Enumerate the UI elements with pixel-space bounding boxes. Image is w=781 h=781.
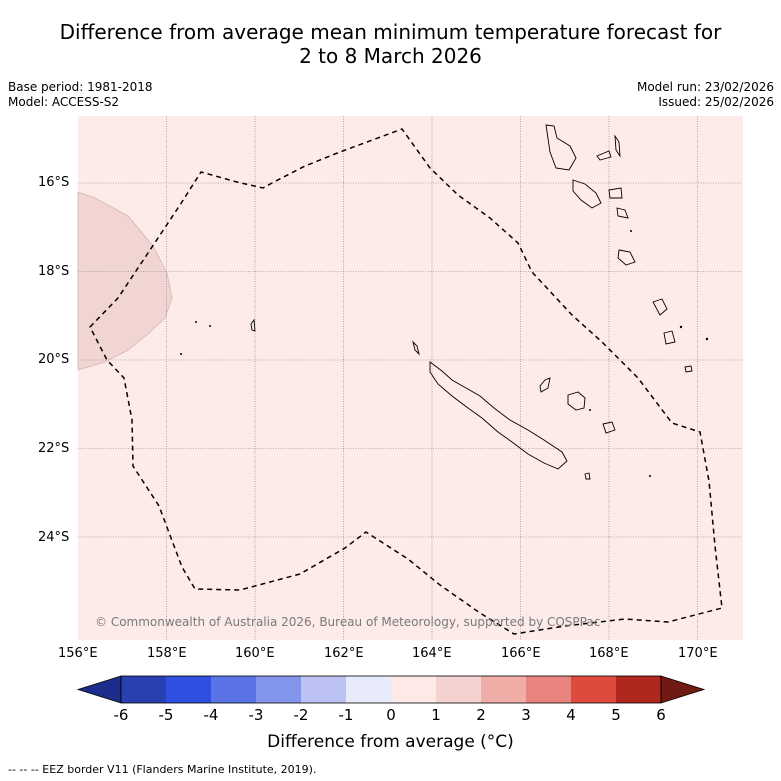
colorbar-bin: [436, 676, 481, 703]
vanuatu-efate: [617, 249, 636, 266]
colorbar-bin: [346, 676, 391, 703]
colorbar-tick-label: 3: [521, 706, 531, 724]
islet: [180, 353, 182, 355]
colorbar-tick-label: 5: [611, 706, 621, 724]
lon-label-160e: 160°E: [235, 646, 275, 661]
vanuatu-maewo: [614, 134, 621, 158]
chart-title-line1: Difference from average mean minimum tem…: [59, 20, 722, 44]
belep-island: [412, 340, 420, 356]
colorbar-bin: [211, 676, 256, 703]
isle-of-pines: [584, 472, 591, 480]
vanuatu-pentecost-ambrym: [608, 187, 623, 199]
meta-right: Model run: 23/02/2026 Issued: 25/02/2026: [637, 80, 774, 110]
loyalty-island-lifou: [567, 391, 586, 411]
colorbar-tick-label: -5: [158, 706, 174, 724]
vanuatu-espiritu-santo: [545, 124, 577, 171]
lon-label-162e: 162°E: [324, 646, 364, 661]
loyalty-island-ouvea: [539, 377, 551, 393]
colorbar-tick-label: 1: [431, 706, 441, 724]
vanuatu-aneityum: [684, 365, 693, 373]
islet: [209, 325, 211, 327]
lon-label-164e: 164°E: [412, 646, 452, 661]
colorbar-bin: [616, 676, 661, 703]
colorbar-extend-low: [76, 675, 122, 704]
loyalty-island-mare: [602, 421, 616, 434]
colorbar-frame: [120, 675, 662, 704]
coastlines: [250, 124, 693, 480]
lon-label-170e: 170°E: [678, 646, 718, 661]
new-caledonia-island: [429, 361, 568, 470]
lon-label-158e: 158°E: [147, 646, 187, 661]
colorbar-tick-label: 0: [386, 706, 396, 724]
lat-label-20s: 20°S: [38, 352, 70, 367]
islet: [589, 409, 591, 411]
islet: [679, 325, 683, 329]
colorbar-tick-label: 6: [656, 706, 666, 724]
issued-text: Issued: 25/02/2026: [658, 95, 774, 109]
islet: [649, 475, 651, 477]
colorbar-bin: [481, 676, 526, 703]
islet: [630, 230, 632, 232]
colorbar-tick-label: -3: [248, 706, 264, 724]
model-run-text: Model run: 23/02/2026: [636, 80, 774, 94]
islets: [180, 230, 709, 477]
colorbar-tick-label: 2: [476, 706, 486, 724]
colorbar-bin: [256, 676, 301, 703]
colorbar-bin: [301, 676, 346, 703]
lat-label-22s: 22°S: [38, 441, 70, 456]
islet: [195, 321, 197, 323]
colorbar-tick-label: -1: [338, 706, 354, 724]
colorbar-extend-high: [660, 675, 706, 704]
colorbar: [76, 675, 706, 704]
colorbar-title: Difference from average (°C): [267, 732, 514, 752]
lon-label-166e: 166°E: [501, 646, 541, 661]
meta-left: Base period: 1981-2018 Model: ACCESS-S2: [8, 80, 153, 110]
vanuatu-ambae: [596, 150, 612, 161]
lat-label-16s: 16°S: [38, 175, 70, 190]
lat-label-18s: 18°S: [38, 264, 70, 279]
lon-label-168e: 168°E: [589, 646, 629, 661]
colorbar-tick-label: -4: [203, 706, 219, 724]
vanuatu-malakula: [572, 179, 602, 209]
copyright-text: © Commonwealth of Australia 2026, Bureau…: [95, 615, 601, 629]
colorbar-bin: [121, 676, 166, 703]
islet: [705, 337, 709, 341]
colorbar-tick-label: -2: [293, 706, 309, 724]
vanuatu-tanna: [663, 330, 676, 345]
colorbar-tick-label: 4: [566, 706, 576, 724]
chesterfield-island: [250, 318, 256, 332]
graticule: [78, 116, 743, 640]
vanuatu-epi: [616, 207, 629, 219]
model-text: Model: ACCESS-S2: [8, 95, 120, 109]
colorbar-bin: [391, 676, 436, 703]
colorbar-bin: [166, 676, 211, 703]
colorbar-bin: [571, 676, 616, 703]
anomaly-patch: [77, 191, 173, 371]
vanuatu-erromango: [652, 298, 668, 316]
eez-border: [89, 128, 723, 635]
lon-label-156e: 156°E: [58, 646, 98, 661]
colorbar-tick-label: -6: [113, 706, 129, 724]
base-period-text: Base period: 1981-2018: [8, 80, 153, 94]
chart-title-line2: 2 to 8 March 2026: [299, 44, 482, 68]
colorbar-bin: [526, 676, 571, 703]
map-background: [78, 116, 743, 640]
lat-label-24s: 24°S: [38, 530, 70, 545]
eez-legend: -- -- -- EEZ border V11 (Flanders Marine…: [8, 763, 317, 776]
